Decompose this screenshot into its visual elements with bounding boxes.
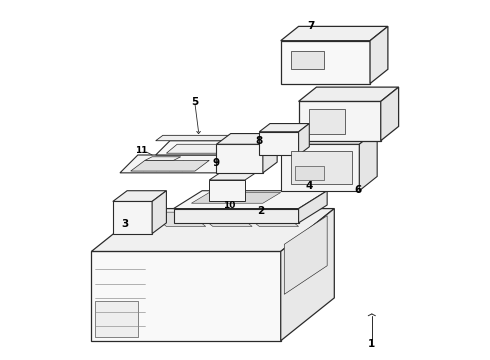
Polygon shape [359,130,377,191]
Polygon shape [292,51,323,69]
Polygon shape [295,166,323,180]
Text: 1: 1 [368,339,375,348]
Polygon shape [298,102,381,141]
Polygon shape [281,41,370,84]
Text: 2: 2 [257,206,265,216]
Polygon shape [209,180,245,202]
Polygon shape [173,191,327,208]
Polygon shape [281,208,334,341]
Polygon shape [292,152,352,184]
Polygon shape [263,134,277,173]
Polygon shape [95,301,138,337]
Polygon shape [309,109,345,134]
Polygon shape [192,193,281,203]
Polygon shape [281,26,388,41]
Polygon shape [298,87,398,102]
Polygon shape [195,212,252,226]
Polygon shape [298,123,309,155]
Polygon shape [284,216,327,294]
Polygon shape [145,157,181,160]
Text: 6: 6 [354,185,361,195]
Polygon shape [173,208,298,223]
Polygon shape [298,191,327,223]
Polygon shape [259,132,298,155]
Polygon shape [156,141,252,155]
Text: 10: 10 [223,201,235,210]
Polygon shape [281,144,359,191]
Polygon shape [92,208,334,251]
Polygon shape [113,202,152,234]
Polygon shape [156,135,245,141]
Polygon shape [217,134,277,144]
Polygon shape [370,26,388,84]
Text: 7: 7 [307,21,315,31]
Polygon shape [148,212,206,226]
Text: 8: 8 [256,136,263,147]
Text: 3: 3 [122,219,129,229]
Polygon shape [152,191,167,234]
Polygon shape [167,144,242,153]
Text: 5: 5 [192,97,198,107]
Polygon shape [131,160,209,171]
Polygon shape [242,212,298,226]
Polygon shape [381,87,398,141]
Text: 9: 9 [213,158,220,168]
Polygon shape [92,251,281,341]
Polygon shape [259,123,309,132]
Polygon shape [113,191,167,202]
Polygon shape [217,144,263,173]
Text: 11: 11 [135,146,147,155]
Text: 4: 4 [306,181,313,191]
Polygon shape [281,130,377,144]
Polygon shape [120,155,270,173]
Polygon shape [209,173,256,180]
